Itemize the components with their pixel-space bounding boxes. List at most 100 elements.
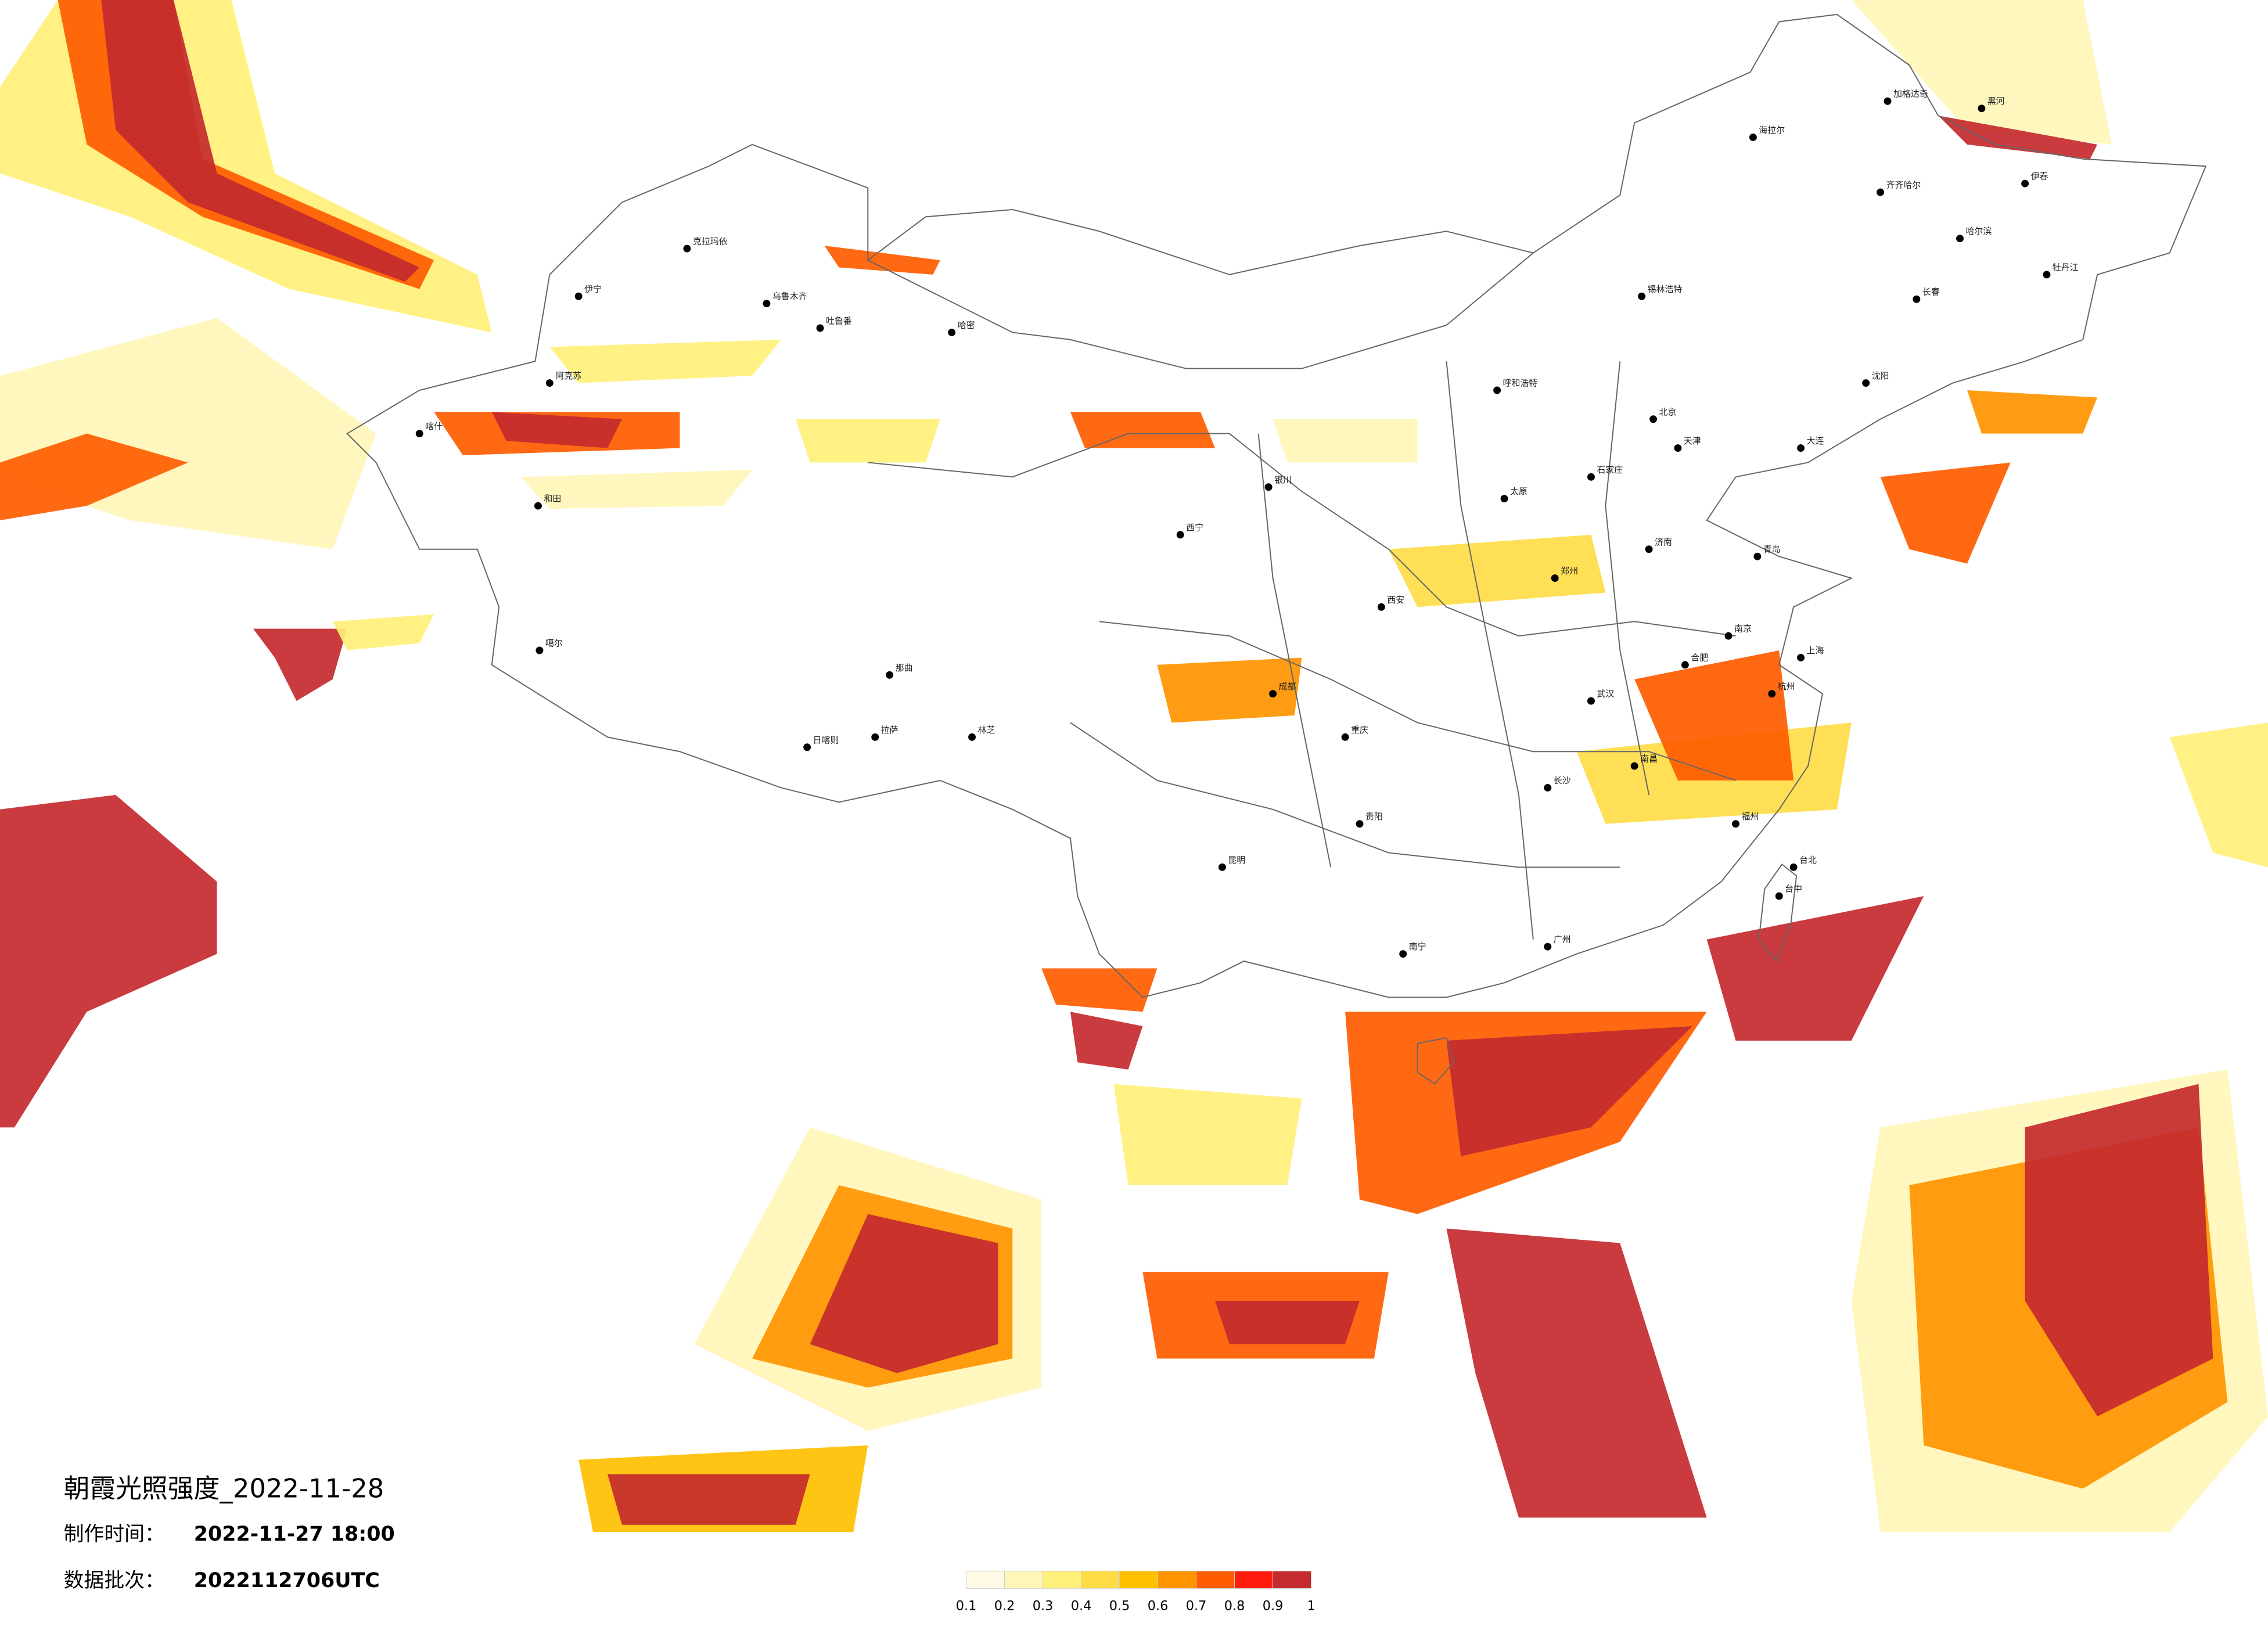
heat-area (1070, 1012, 1143, 1070)
city-dot (1269, 690, 1277, 698)
city-label: 天津 (1684, 436, 1701, 446)
city-dot (2021, 179, 2029, 188)
heat-area (2025, 1084, 2213, 1417)
city-dot (2043, 271, 2051, 279)
city-label: 南京 (1734, 624, 1752, 634)
legend-tick-label: 0.5 (1109, 1599, 1130, 1614)
city-label: 克拉玛依 (693, 236, 728, 247)
map-title: 朝霞光照强度_2022-11-28 (64, 1473, 384, 1504)
legend-tick-label: 0.7 (1186, 1599, 1207, 1614)
city-dot (1544, 942, 1552, 951)
city-dot (1681, 661, 1689, 669)
city-label: 合肥 (1691, 652, 1708, 663)
city-dot (1399, 950, 1407, 958)
city-label: 林芝 (978, 725, 995, 735)
city-dot (1176, 531, 1184, 539)
legend-tick-label: 0.9 (1263, 1599, 1284, 1614)
heat-area (253, 628, 347, 702)
city-dot (1753, 552, 1762, 560)
legend: 0.1 0.2 0.3 0.4 0.5 0.6 0.7 0.8 0.9 1 (956, 1570, 1315, 1614)
city-label: 伊宁 (584, 284, 602, 294)
city-label: 长春 (1922, 287, 1940, 297)
city-label: 杭州 (1778, 681, 1795, 692)
heat-area (1273, 419, 1418, 463)
city-label: 牡丹江 (2053, 262, 2079, 272)
city-label: 南昌 (1640, 754, 1658, 764)
city-dot (816, 324, 824, 332)
hainan (1417, 1037, 1454, 1085)
city-label: 齐齐哈尔 (1886, 180, 1921, 190)
taiwan (1758, 863, 1798, 963)
city-dot (1645, 545, 1653, 553)
city-dot (1877, 188, 1885, 196)
heat-area (332, 614, 434, 650)
city-dot (535, 646, 544, 654)
city-label: 贵阳 (1365, 811, 1383, 822)
city-label: 哈密 (958, 320, 975, 330)
heat-area (0, 433, 188, 520)
city-label: 黑河 (1987, 96, 2005, 106)
city-label: 喀什 (425, 421, 443, 431)
city-label: 广州 (1554, 934, 1571, 945)
city-label: 海拉尔 (1759, 125, 1785, 135)
city-dot (545, 379, 553, 387)
heat-area (1706, 896, 1924, 1041)
heat-area (1851, 0, 2112, 145)
city-dot (534, 502, 542, 510)
city-label: 台中 (1785, 884, 1802, 894)
legend-tick-label: 0.8 (1224, 1599, 1245, 1614)
legend-swatch (1043, 1570, 1082, 1589)
city-label: 武汉 (1597, 689, 1614, 699)
heat-area (491, 412, 622, 448)
heat-area (101, 0, 420, 282)
legend-swatch (1119, 1570, 1159, 1589)
legend-swatch (1004, 1570, 1044, 1589)
city-label: 石家庄 (1597, 465, 1623, 475)
china-border (346, 13, 2207, 998)
legend-tick-label: 0.4 (1071, 1599, 1092, 1614)
city-dot (1638, 292, 1646, 300)
city-dot (683, 244, 691, 253)
heat-area (810, 1214, 998, 1373)
city-dot (1377, 603, 1385, 611)
city-label: 重庆 (1351, 725, 1368, 735)
city-label: 和田 (544, 494, 561, 504)
city-label: 呼和浩特 (1503, 378, 1538, 388)
city-label: 台北 (1799, 855, 1817, 865)
city-label: 南宁 (1409, 941, 1426, 952)
heat-area (1938, 116, 2098, 159)
city-label: 沈阳 (1872, 370, 1889, 381)
city-dot (1674, 444, 1682, 452)
city-dot (415, 430, 423, 438)
city-label: 吐鲁番 (826, 316, 852, 326)
legend-tick-label: 0.3 (1033, 1599, 1054, 1614)
legend-tick-label: 0.2 (994, 1599, 1015, 1614)
production-value: 2022-11-27 18:00 (194, 1523, 395, 1546)
city-label: 昆明 (1228, 855, 1245, 865)
city-label: 成都 (1279, 681, 1296, 692)
heat-area (1041, 968, 1158, 1012)
inner-border (868, 361, 1736, 940)
city-dot (1775, 892, 1783, 900)
legend-tick-label: 1 (1307, 1599, 1315, 1614)
city-dot (1797, 444, 1805, 452)
borders (346, 13, 2207, 1085)
heat-area (520, 469, 753, 509)
heat-area (1446, 1026, 1692, 1157)
city-label: 北京 (1659, 406, 1677, 417)
city-dot (1500, 495, 1508, 503)
city-label: 那曲 (896, 663, 913, 673)
city-label: 太原 (1510, 486, 1527, 497)
heat-area (1446, 1228, 1707, 1518)
city-label: 加格达奇 (1893, 89, 1928, 99)
city-dot (1587, 473, 1595, 481)
heat-area (1388, 534, 1606, 607)
city-dot (886, 671, 894, 679)
heat-area (1880, 462, 2011, 564)
city-dot (1649, 415, 1658, 423)
heat-area (1214, 1301, 1360, 1344)
city-dot (1551, 574, 1559, 582)
city-dot (1913, 295, 1921, 303)
